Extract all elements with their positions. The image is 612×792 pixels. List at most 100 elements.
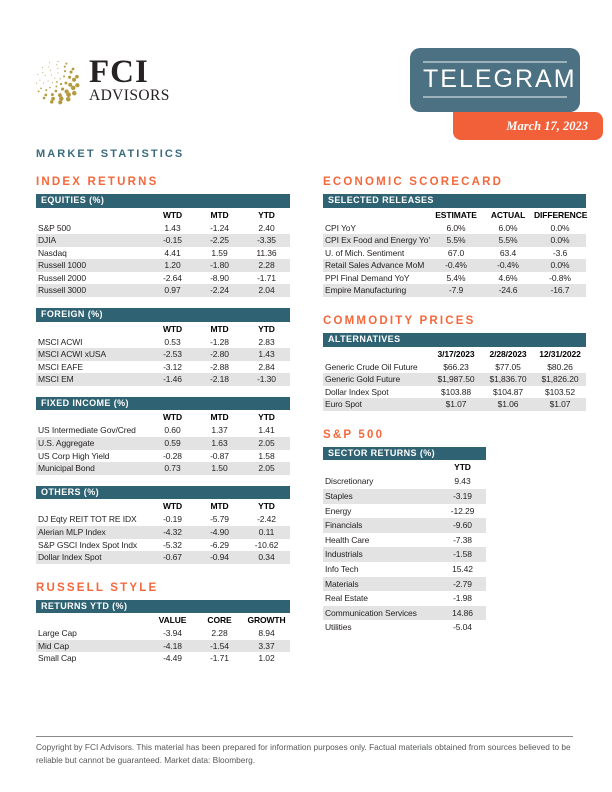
row-label: Dollar Index Spot	[325, 386, 389, 397]
table-row: Small Cap -4.49 -1.71 1.02	[36, 652, 290, 665]
column-header-row: WTD MTD YTD	[36, 322, 290, 336]
cell-value: 5.4%	[446, 272, 466, 283]
table-row: US Intermediate Gov/Cred 0.60 1.37 1.41	[36, 424, 290, 437]
table-row: Russell 3000 0.97 -2.24 2.04	[36, 284, 290, 298]
row-label: Large Cap	[38, 628, 77, 639]
telegram-badge: TELEGRAM	[410, 48, 580, 112]
row-label: Health Care	[325, 534, 370, 545]
table-row: MSCI EAFE -3.12 -2.88 2.84	[36, 361, 290, 374]
page-title: MARKET STATISTICS	[36, 148, 185, 160]
right-column: ECONOMIC SCORECARD SELECTED RELEASES ESTI…	[323, 176, 588, 646]
cell-value: $103.52	[544, 386, 576, 397]
cell-value: -0.4%	[497, 260, 519, 271]
cell-value: $104.87	[492, 386, 524, 397]
cell-value: 4.6%	[498, 272, 518, 283]
cell-value: -0.8%	[549, 272, 571, 283]
cell-value: -5.04	[453, 622, 472, 633]
table-row: MSCI ACWI 0.53 -1.28 2.83	[36, 336, 290, 349]
column-header: WTD	[162, 323, 183, 334]
sector-returns-table: SECTOR RETURNS (%) YTD Discretionary 9.43 St…	[323, 446, 486, 635]
cell-value: 0.34	[258, 552, 275, 563]
row-label: Utilities	[325, 622, 352, 633]
row-label: MSCI ACWI xUSA	[38, 349, 107, 360]
column-header: ACTUAL	[490, 209, 526, 220]
cell-value: -16.7	[550, 285, 570, 296]
section-heading-sp500: S&P 500	[323, 428, 385, 441]
cell-value: 2.28	[211, 628, 228, 639]
date-ribbon: March 17, 2023	[453, 112, 603, 140]
cell-value: -0.67	[163, 552, 182, 563]
row-label: Generic Crude Oil Future	[325, 361, 418, 372]
cell-value: 0.0%	[550, 260, 570, 271]
equities-table: EQUITIES (%) WTD MTD YTD S&P 500 1.43 -1.24 2.4…	[36, 194, 290, 298]
cell-value: 2.05	[258, 463, 275, 474]
column-header: DIFFERENCE	[534, 209, 588, 220]
table-row: Generic Gold Future $1,987.50 $1,836.70 $1,…	[323, 373, 586, 386]
cell-value: 1.41	[258, 425, 275, 436]
cell-value: $66.23	[443, 361, 469, 372]
row-label: US Intermediate Gov/Cred	[38, 425, 136, 436]
cell-value: 0.0%	[550, 222, 570, 233]
row-label: Euro Spot	[325, 399, 362, 410]
cell-value: $1,987.50	[437, 374, 475, 385]
table-row: Empire Manufacturing -7.9 -24.6 -16.7	[323, 284, 586, 298]
column-header: VALUE	[158, 615, 187, 626]
cell-value: -9.60	[453, 520, 472, 531]
row-label-spacer	[36, 499, 149, 513]
cell-value: -4.90	[210, 526, 229, 537]
section-heading-russell-style: RUSSELL STYLE	[36, 581, 159, 594]
row-label: Industrials	[325, 549, 363, 560]
cell-value: -0.15	[163, 235, 182, 246]
cell-value: $103.88	[440, 386, 472, 397]
cell-value: -2.53	[163, 349, 182, 360]
column-header: 2/28/2023	[489, 348, 527, 359]
row-label: Russell 1000	[38, 260, 86, 271]
table-row: US Corp High Yield -0.28 -0.87 1.58	[36, 450, 290, 463]
row-label: Russell 2000	[38, 272, 86, 283]
table-row: Staples -3.19	[323, 489, 486, 504]
cell-value: 0.97	[164, 285, 181, 296]
cell-value: -3.94	[163, 628, 182, 639]
row-label-spacer	[323, 208, 430, 222]
cell-value: -0.28	[163, 450, 182, 461]
row-label: US Corp High Yield	[38, 450, 110, 461]
row-label: MSCI ACWI	[38, 336, 83, 347]
table-row: Russell 1000 1.20 -1.80 2.28	[36, 259, 290, 272]
table-row: CPI Ex Food and Energy YoY 5.5% 5.5% 0.0%	[323, 234, 586, 247]
cell-value: -1.98	[453, 593, 472, 604]
column-header: WTD	[162, 501, 183, 512]
cell-value: 1.20	[164, 260, 181, 271]
table-row: Generic Crude Oil Future $66.23 $77.05 $80.…	[323, 361, 586, 374]
cell-value: $1.07	[549, 399, 571, 410]
column-header: MTD	[210, 323, 229, 334]
row-label: U. of Mich. Sentiment	[325, 247, 405, 258]
column-header: 3/17/2023	[437, 348, 475, 359]
cell-value: 14.86	[452, 607, 473, 618]
cell-value: $1.06	[497, 399, 519, 410]
row-label: S&P 500	[38, 222, 71, 233]
cell-value: -1.46	[163, 374, 182, 385]
table-row: Utilities -5.04	[323, 620, 486, 635]
cell-value: 3.37	[258, 640, 275, 651]
column-header: WTD	[162, 412, 183, 423]
cell-value: 1.43	[258, 349, 275, 360]
row-label: Materials	[325, 578, 359, 589]
alternatives-table: ALTERNATIVES 3/17/2023 2/28/2023 12/31/2022…	[323, 333, 586, 411]
table-row: Materials -2.79	[323, 576, 486, 592]
cell-value: -2.18	[210, 374, 229, 385]
row-label-spacer	[323, 460, 439, 474]
column-header: MTD	[210, 412, 229, 423]
row-label: Energy	[325, 505, 352, 516]
cell-value: 11.36	[256, 247, 277, 258]
foreign-table-title-bar: FOREIGN (%)	[36, 308, 290, 322]
cell-value: -1.30	[257, 374, 276, 385]
cell-value: -7.9	[448, 285, 464, 296]
logo-text: FCI ADVISORS	[89, 56, 170, 105]
row-label: Info Tech	[325, 564, 359, 574]
table-row: Discretionary 9.43	[323, 474, 486, 489]
table-row: Large Cap -3.94 2.28 8.94	[36, 627, 290, 640]
cell-value: -4.32	[163, 526, 182, 537]
cell-value: 0.0%	[550, 235, 570, 246]
cell-value: 1.02	[258, 653, 275, 664]
